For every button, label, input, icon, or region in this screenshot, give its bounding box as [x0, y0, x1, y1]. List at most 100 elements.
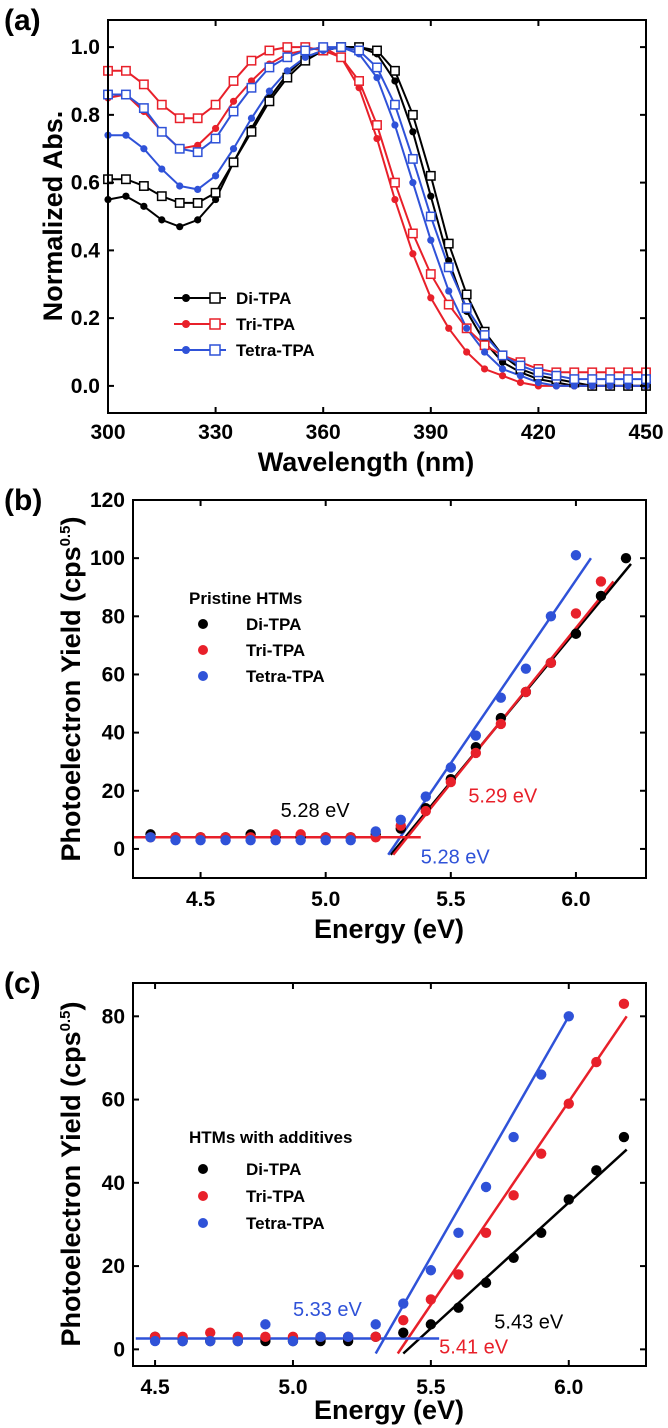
data-point: [287, 1335, 299, 1347]
x-tick-label: 6.0: [554, 1376, 583, 1399]
annotation-label: 5.41 eV: [439, 1337, 509, 1359]
legend-a-marker-tetra-film: [182, 346, 190, 354]
annotation-label: 5.33 eV: [293, 1299, 363, 1321]
series-line-2: [107, 46, 646, 387]
data-point: [246, 82, 257, 93]
y-tick-label: 120: [90, 489, 125, 512]
data-point: [498, 365, 507, 373]
data-point: [508, 1131, 519, 1143]
data-point: [420, 791, 431, 802]
panel-a-letter: (a): [4, 4, 41, 37]
data-point: [425, 1294, 437, 1305]
panel-c: (c) 4.5 5.0 5.5 6.0 0 20 40 60 80 Energy (eV) Ph…: [4, 967, 647, 1425]
data-point: [498, 358, 507, 366]
panel-c-ticks: 4.5 5.0 5.5 6.0 0 20 40 60 80: [102, 983, 646, 1399]
panel-c-letter: (c): [4, 967, 41, 1000]
data-point: [138, 103, 149, 114]
data-point: [535, 1069, 547, 1080]
data-point: [391, 121, 399, 129]
data-point: [354, 45, 365, 56]
data-point: [398, 1298, 409, 1309]
data-point: [481, 348, 489, 356]
data-point: [535, 1227, 547, 1238]
panel-a-series-lines: [107, 46, 646, 387]
panel-a-frame: [107, 19, 647, 414]
data-point: [212, 124, 220, 133]
data-point: [210, 187, 221, 198]
data-point: [212, 172, 220, 180]
panel-c-series-markers: [149, 998, 630, 1347]
panel-a-ylabel: Normalized Abs.: [38, 111, 68, 322]
panel-b-annotations: 5.28 eV 5.29 eV 5.28 eV: [281, 785, 538, 868]
data-point: [520, 663, 532, 674]
panel-a-xlabel: Wavelength (nm): [258, 447, 475, 477]
data-point: [545, 611, 557, 622]
annotation-label: 5.28 eV: [421, 846, 491, 868]
data-point: [606, 382, 614, 390]
x-tick-label: 6.0: [561, 888, 590, 911]
data-point: [420, 805, 431, 817]
data-point: [370, 1319, 381, 1330]
panel-b-legend: Pristine HTMs Di-TPA Tri-TPA Tetra-TPA: [189, 589, 325, 686]
legend-b-label-tetra: Tetra-TPA: [246, 667, 325, 686]
data-point: [264, 96, 275, 107]
panel-c-ylabel-sup: 0.5: [57, 1011, 74, 1032]
x-tick-label: 300: [90, 421, 125, 444]
y-tick-label: 0.4: [71, 239, 101, 262]
legend-c-title: HTMs with additives: [189, 1128, 352, 1147]
series-line-1: [108, 46, 646, 387]
data-point: [395, 814, 406, 826]
fit-line-2: [387, 557, 592, 856]
x-tick-label: 5.5: [416, 1376, 446, 1399]
y-tick-label: 0.6: [71, 172, 100, 195]
data-point: [372, 45, 382, 56]
data-point: [264, 45, 275, 56]
data-point: [445, 762, 457, 773]
data-point: [149, 1335, 161, 1347]
legend-c-marker-tri: [198, 1191, 208, 1201]
data-point: [563, 1011, 574, 1022]
data-point: [283, 67, 291, 75]
legend-b-title: Pristine HTMs: [189, 589, 302, 608]
data-point: [122, 131, 130, 139]
y-tick-label: 80: [102, 1005, 125, 1028]
data-point: [315, 1331, 326, 1343]
data-point: [336, 52, 347, 63]
series-line-4: [108, 46, 646, 387]
data-point: [533, 367, 544, 378]
data-point: [470, 730, 482, 741]
data-point: [246, 55, 257, 66]
data-point: [461, 289, 472, 300]
data-point: [443, 262, 454, 273]
data-point: [515, 360, 526, 371]
data-point: [158, 216, 166, 224]
series-line-0: [107, 46, 646, 387]
data-point: [409, 179, 417, 187]
data-point: [265, 87, 273, 95]
data-point: [270, 835, 281, 846]
data-point: [282, 42, 293, 53]
panel-b-xlabel: Energy (eV): [314, 914, 464, 944]
legend-a-marker-tri-solution: [209, 318, 221, 330]
data-point: [453, 1302, 464, 1313]
data-point: [282, 52, 293, 63]
data-point: [120, 174, 131, 185]
data-point: [595, 576, 607, 587]
legend-b-marker-di: [198, 619, 208, 629]
data-point: [516, 378, 525, 387]
data-point: [245, 835, 256, 846]
data-point: [508, 1190, 519, 1201]
data-point: [140, 145, 148, 153]
data-point: [425, 170, 436, 181]
data-point: [195, 835, 206, 846]
data-point: [170, 835, 181, 846]
data-point: [228, 157, 239, 168]
data-point: [318, 42, 329, 53]
data-point: [156, 191, 167, 202]
data-point: [373, 73, 381, 82]
data-point: [156, 99, 167, 110]
data-point: [624, 382, 632, 390]
data-point: [192, 197, 203, 208]
data-point: [264, 62, 275, 73]
panel-b: (b) 4.5 5.0 5.5 6.0 0 20 40 60 80 100 120 Energy (…: [4, 484, 647, 944]
